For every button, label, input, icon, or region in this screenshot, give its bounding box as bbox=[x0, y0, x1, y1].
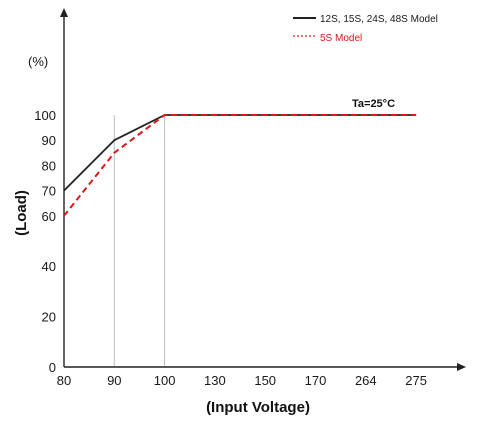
y-tick-label: 40 bbox=[42, 259, 56, 274]
y-axis-title: (Load) bbox=[13, 190, 30, 236]
y-tick-label: 20 bbox=[42, 310, 56, 325]
y-tick-labels: 0 20 40 60 70 80 90 100 bbox=[34, 108, 56, 375]
x-tick-label: 130 bbox=[204, 373, 226, 388]
y-axis-arrowhead bbox=[60, 8, 68, 17]
legend-label-dashed: 5S Model bbox=[320, 33, 362, 44]
x-tick-labels: 80 90 100 130 150 170 264 275 bbox=[57, 373, 427, 388]
temperature-annotation: Ta=25°C bbox=[352, 98, 395, 110]
x-tick-label: 80 bbox=[57, 373, 71, 388]
legend-label-solid: 12S, 15S, 24S, 48S Model bbox=[320, 14, 438, 25]
x-tick-label: 264 bbox=[355, 373, 377, 388]
series-line-solid bbox=[63, 114, 417, 192]
series-line-dashed bbox=[63, 114, 417, 217]
x-tick-label: 100 bbox=[154, 373, 176, 388]
x-tick-label: 170 bbox=[305, 373, 327, 388]
y-tick-label: 80 bbox=[42, 158, 56, 173]
y-tick-label: 100 bbox=[34, 108, 56, 123]
y-unit-label: (%) bbox=[28, 54, 48, 69]
x-tick-label: 90 bbox=[107, 373, 121, 388]
legend: 12S, 15S, 24S, 48S Model 5S Model bbox=[293, 14, 438, 44]
y-tick-label: 0 bbox=[49, 360, 56, 375]
x-axis-arrowhead bbox=[457, 363, 466, 371]
x-tick-label: 275 bbox=[405, 373, 427, 388]
axes bbox=[60, 8, 466, 371]
reference-lines bbox=[113, 115, 166, 367]
series-lines bbox=[63, 114, 417, 217]
x-tick-label: 150 bbox=[254, 373, 276, 388]
y-tick-label: 70 bbox=[42, 184, 56, 199]
y-tick-label: 60 bbox=[42, 209, 56, 224]
y-tick-label: 90 bbox=[42, 133, 56, 148]
x-axis-title: (Input Voltage) bbox=[206, 399, 310, 416]
